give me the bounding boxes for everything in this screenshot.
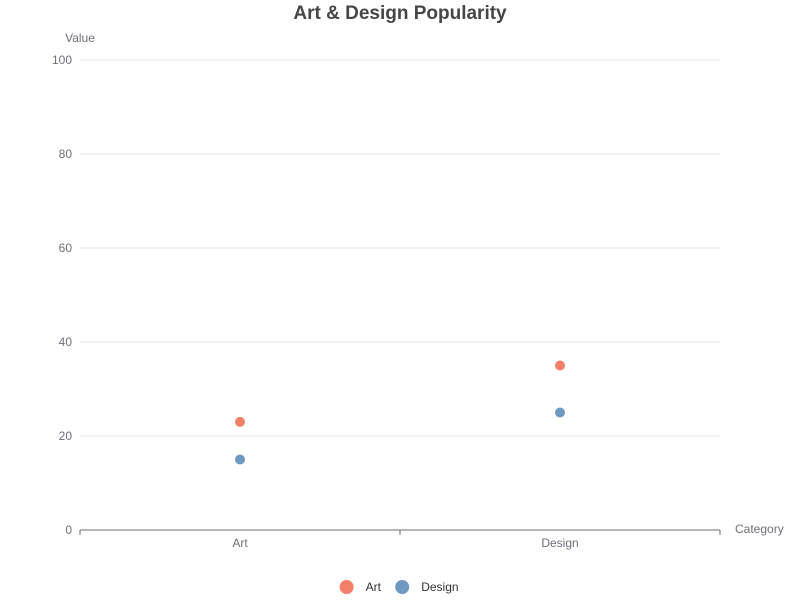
x-tick-label: Design (541, 536, 578, 550)
data-point-design[interactable] (555, 407, 565, 418)
x-axis: Art Design (79, 529, 721, 550)
legend-marker (339, 580, 354, 594)
legend-item-design[interactable]: Design (395, 580, 459, 594)
data-point-art[interactable] (235, 416, 245, 427)
y-axis: 0 20 40 60 80 100 (52, 53, 72, 537)
x-axis-label: Category (735, 522, 784, 536)
data-point-art[interactable] (555, 360, 565, 371)
legend[interactable]: Art Design (339, 580, 459, 594)
legend-marker (395, 580, 410, 594)
grid-lines (80, 59, 720, 437)
legend-label: Art (366, 580, 382, 594)
data-point-design[interactable] (235, 454, 245, 465)
legend-label: Design (421, 580, 458, 594)
y-tick-label: 60 (59, 241, 73, 255)
y-tick-label: 0 (65, 523, 72, 537)
y-tick-label: 40 (59, 335, 73, 349)
y-tick-label: 80 (59, 147, 73, 161)
chart-title: Art & Design Popularity (293, 3, 507, 24)
y-tick-label: 20 (59, 429, 73, 443)
x-tick-label: Art (232, 536, 248, 550)
y-tick-label: 100 (52, 53, 72, 67)
data-points (235, 360, 565, 465)
legend-item-art[interactable]: Art (339, 580, 382, 594)
y-axis-label: Value (65, 31, 95, 45)
